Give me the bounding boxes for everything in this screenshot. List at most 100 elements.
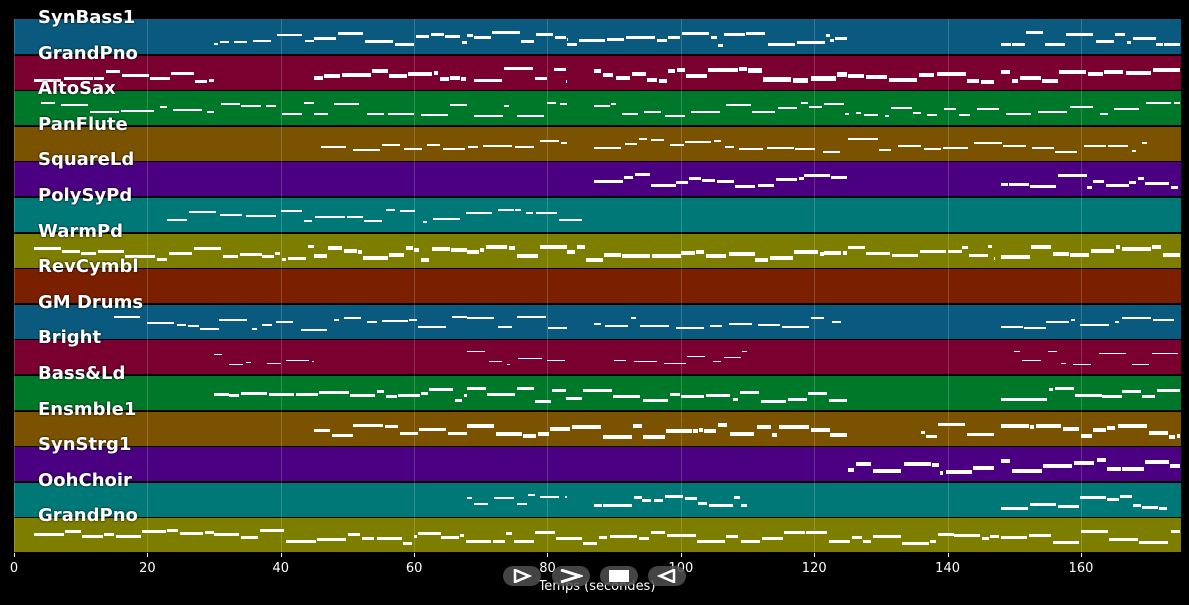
note bbox=[1137, 177, 1144, 181]
note bbox=[708, 503, 734, 507]
note bbox=[426, 143, 441, 146]
note bbox=[400, 210, 416, 212]
note bbox=[1044, 43, 1066, 46]
note bbox=[34, 246, 61, 250]
note bbox=[1108, 538, 1139, 542]
note bbox=[246, 362, 251, 364]
note bbox=[451, 247, 467, 252]
note bbox=[367, 113, 384, 116]
note bbox=[405, 245, 414, 250]
note bbox=[404, 147, 422, 150]
note bbox=[1022, 360, 1042, 362]
note bbox=[664, 494, 683, 498]
note bbox=[889, 77, 917, 82]
track-separator bbox=[14, 517, 1181, 519]
play-outline-icon bbox=[513, 569, 532, 583]
note bbox=[528, 493, 535, 496]
track-separator bbox=[14, 375, 1181, 376]
note bbox=[667, 36, 681, 39]
note bbox=[342, 72, 372, 77]
note bbox=[363, 255, 389, 260]
note bbox=[555, 537, 582, 541]
note bbox=[348, 533, 360, 537]
note bbox=[829, 399, 848, 402]
note bbox=[594, 180, 623, 184]
rewind-button[interactable] bbox=[648, 566, 686, 586]
note bbox=[187, 324, 199, 327]
note bbox=[147, 321, 175, 324]
note bbox=[632, 71, 647, 76]
note bbox=[492, 31, 520, 34]
note bbox=[334, 103, 360, 106]
note bbox=[666, 534, 697, 538]
note bbox=[346, 216, 364, 218]
note bbox=[535, 531, 555, 535]
note bbox=[515, 209, 522, 211]
note bbox=[252, 327, 257, 330]
note bbox=[1059, 69, 1087, 74]
note bbox=[497, 209, 514, 211]
stop-button[interactable] bbox=[600, 566, 638, 586]
note bbox=[474, 502, 488, 505]
chevron-right-icon bbox=[560, 569, 583, 583]
note bbox=[1052, 541, 1079, 545]
note bbox=[467, 496, 472, 499]
note bbox=[439, 76, 449, 81]
x-tick bbox=[814, 553, 816, 557]
track-label: PanFlute bbox=[38, 113, 128, 135]
note bbox=[1000, 423, 1029, 428]
x-tick bbox=[547, 553, 549, 557]
note bbox=[372, 68, 388, 73]
note bbox=[494, 496, 515, 499]
note bbox=[385, 209, 395, 211]
note bbox=[492, 540, 505, 544]
note bbox=[795, 147, 816, 150]
note bbox=[353, 423, 383, 427]
note bbox=[1012, 78, 1019, 83]
note bbox=[1173, 102, 1181, 105]
note bbox=[663, 363, 686, 365]
note bbox=[1156, 389, 1181, 392]
note bbox=[422, 221, 427, 223]
note bbox=[1073, 461, 1095, 466]
note bbox=[1169, 464, 1181, 469]
note bbox=[1030, 502, 1057, 506]
note bbox=[319, 391, 332, 394]
note bbox=[831, 176, 848, 180]
play-button[interactable] bbox=[503, 566, 541, 586]
note bbox=[710, 324, 723, 327]
note bbox=[822, 150, 841, 153]
note bbox=[301, 328, 327, 331]
note bbox=[1080, 433, 1092, 438]
note bbox=[742, 351, 748, 353]
note bbox=[160, 106, 167, 109]
note bbox=[776, 178, 797, 182]
note bbox=[855, 462, 871, 467]
note bbox=[779, 424, 810, 429]
note bbox=[576, 244, 586, 249]
note bbox=[432, 218, 461, 220]
note bbox=[467, 423, 495, 428]
note bbox=[180, 532, 203, 536]
note bbox=[793, 77, 809, 83]
track-separator bbox=[14, 197, 1181, 198]
note bbox=[659, 78, 667, 83]
note bbox=[220, 103, 241, 106]
note bbox=[167, 529, 179, 533]
note bbox=[1117, 423, 1148, 428]
note bbox=[394, 43, 414, 46]
note bbox=[872, 469, 902, 474]
note bbox=[409, 318, 418, 321]
note bbox=[381, 143, 401, 146]
note bbox=[286, 540, 316, 544]
note bbox=[420, 257, 430, 262]
note bbox=[621, 113, 638, 116]
note bbox=[40, 102, 55, 105]
note bbox=[467, 34, 473, 37]
note bbox=[177, 323, 187, 326]
note bbox=[1126, 41, 1132, 44]
note bbox=[676, 181, 688, 185]
forward-button[interactable] bbox=[552, 566, 590, 586]
note bbox=[685, 496, 697, 500]
note bbox=[1054, 387, 1075, 390]
